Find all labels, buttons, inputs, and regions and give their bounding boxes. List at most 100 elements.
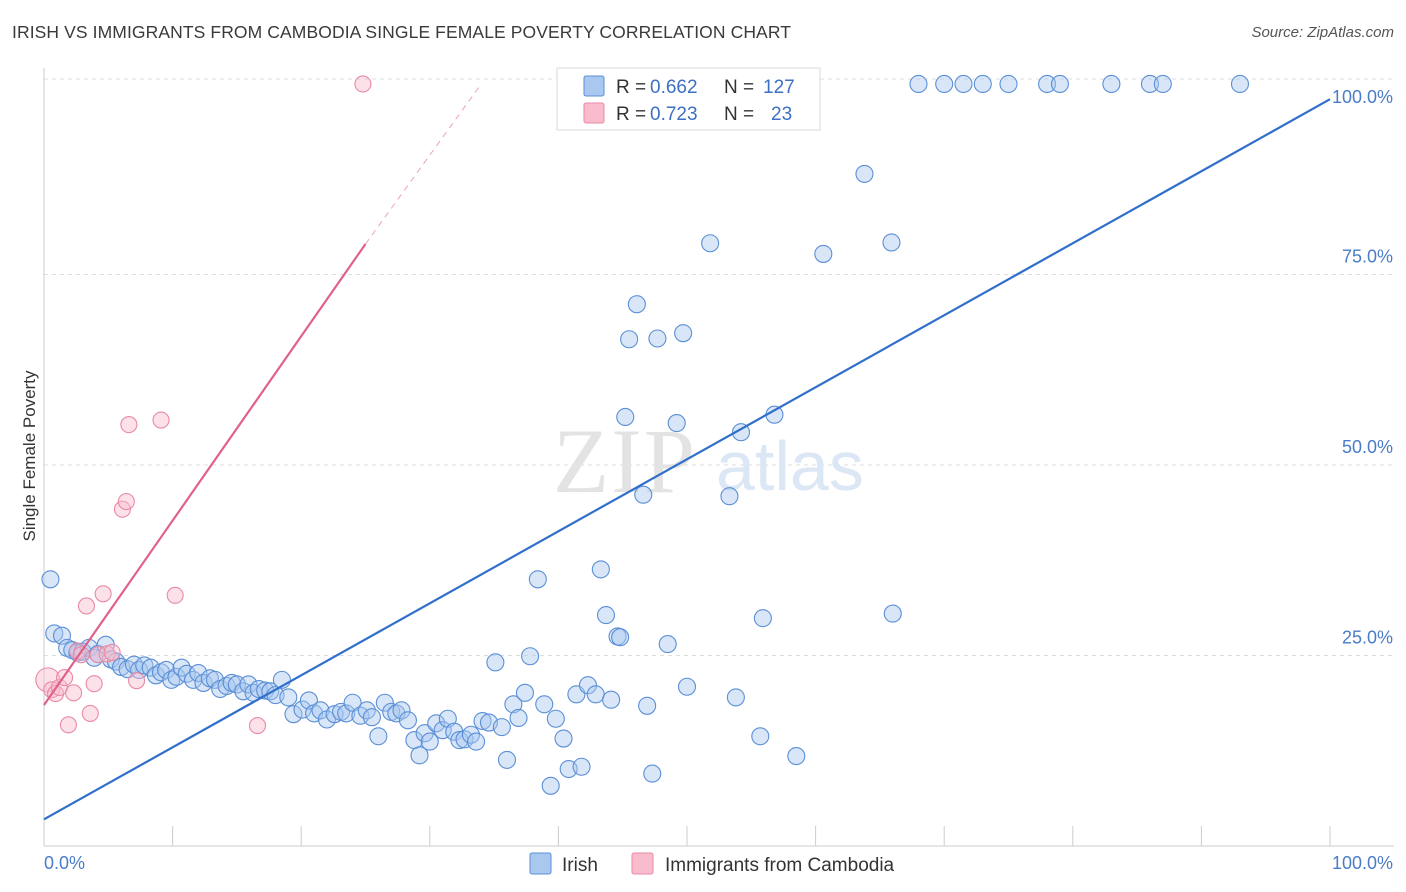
irish-point	[398, 711, 417, 730]
irish-point	[620, 330, 639, 349]
irish-point	[535, 695, 554, 714]
legend-irish-n-value: 127	[763, 77, 795, 98]
irish-point	[486, 653, 505, 672]
cambodia-point	[59, 716, 77, 734]
y-tick-label: 75.0%	[1342, 246, 1393, 266]
legend-irish-n-label: N =	[724, 77, 754, 98]
irish-point	[284, 705, 303, 724]
irish-point	[674, 324, 693, 343]
legend-cambodia-n-label: N =	[724, 104, 754, 125]
irish-point	[731, 423, 751, 442]
irish-point	[337, 704, 356, 723]
irish-point	[753, 609, 772, 628]
cambodia-points	[35, 75, 372, 735]
irish-point	[701, 234, 720, 253]
irish-point	[572, 757, 591, 776]
bottom-legend-cambodia: Immigrants from Cambodia	[665, 855, 895, 876]
legend-irish-r-value: 0.662	[650, 77, 698, 98]
irish-point	[554, 729, 573, 748]
irish-point	[643, 764, 662, 783]
legend-cambodia-r-label: R =	[616, 104, 646, 125]
irish-point	[311, 701, 330, 720]
cambodia-point	[89, 646, 107, 664]
chart-title: IRISH VS IMMIGRANTS FROM CAMBODIA SINGLE…	[12, 22, 792, 42]
trend-lines	[43, 83, 1331, 821]
irish-point	[638, 696, 657, 715]
irish-point	[528, 570, 547, 589]
irish-point	[648, 329, 667, 348]
irish-point	[602, 690, 621, 709]
irish-point	[369, 727, 388, 746]
irish-point	[427, 714, 446, 733]
x-tick-label: 0.0%	[44, 853, 85, 873]
x-tick-label: 100.0%	[1332, 853, 1393, 873]
irish-point	[497, 750, 517, 769]
bottom-legend-irish: Irish	[562, 855, 598, 876]
irish-point	[433, 721, 452, 740]
irish-point	[194, 673, 213, 692]
legend-irish-r-label: R =	[616, 77, 646, 98]
irish-point	[909, 74, 928, 94]
irish-point	[616, 407, 635, 427]
irish-point	[677, 677, 697, 696]
irish-point	[455, 730, 474, 749]
irish-point	[375, 693, 394, 712]
cambodia-point	[166, 586, 184, 604]
irish-point	[720, 487, 739, 506]
irish-point	[504, 695, 523, 714]
bottom-legend: Irish Immigrants from Cambodia	[529, 852, 895, 876]
irish-point	[546, 709, 565, 728]
irish-point	[420, 732, 439, 751]
watermark-atlas: atlas	[716, 427, 864, 505]
legend-swatch-cambodia	[583, 102, 605, 124]
irish-point	[1038, 74, 1057, 94]
irish-point	[973, 74, 992, 94]
irish-point	[492, 718, 511, 737]
cambodia-point	[85, 675, 103, 693]
irish-point	[362, 708, 381, 727]
irish-point	[1140, 74, 1160, 94]
cambodia-point	[117, 493, 135, 511]
irish-point	[515, 683, 535, 702]
irish-point	[591, 560, 610, 579]
watermark: ZIP atlas	[553, 410, 864, 512]
legend-cambodia-r-value: 0.723	[650, 104, 698, 125]
irish-point	[855, 164, 874, 183]
y-tick-label: 25.0%	[1342, 627, 1393, 647]
cambodia-point	[248, 717, 267, 735]
irish-point	[586, 685, 605, 704]
irish-point	[279, 688, 298, 707]
irish-point	[1230, 74, 1250, 94]
irish-point	[387, 704, 406, 723]
irish-trend-line	[43, 98, 1331, 821]
irish-point	[814, 244, 833, 263]
irish-point	[509, 708, 528, 728]
irish-point	[410, 746, 429, 765]
y-tick-labels: 25.0% 50.0% 75.0% 100.0%	[1332, 87, 1393, 647]
cambodia-point	[128, 672, 146, 690]
irish-points	[41, 74, 1250, 795]
y-tick-label: 100.0%	[1332, 87, 1393, 107]
irish-point	[935, 74, 954, 94]
irish-point	[293, 700, 312, 719]
irish-point	[162, 670, 181, 689]
cambodia-point	[103, 643, 121, 661]
legend-swatch-irish	[583, 75, 605, 97]
cambodia-point	[65, 684, 83, 702]
cambodia-point	[77, 597, 95, 615]
cambodia-point	[152, 411, 170, 429]
irish-point	[1102, 74, 1121, 94]
irish-point	[634, 485, 653, 504]
irish-point	[667, 414, 686, 433]
bottom-legend-swatch-irish	[529, 852, 552, 875]
cambodia-point	[120, 416, 138, 434]
irish-point	[392, 701, 411, 720]
x-tick-labels: 0.0% 100.0%	[44, 853, 1393, 873]
irish-point	[787, 747, 806, 766]
irish-point	[954, 74, 973, 94]
legend-cambodia-n-value: 23	[771, 104, 792, 125]
irish-point	[473, 711, 492, 731]
irish-point	[249, 679, 268, 699]
irish-point	[882, 233, 901, 252]
